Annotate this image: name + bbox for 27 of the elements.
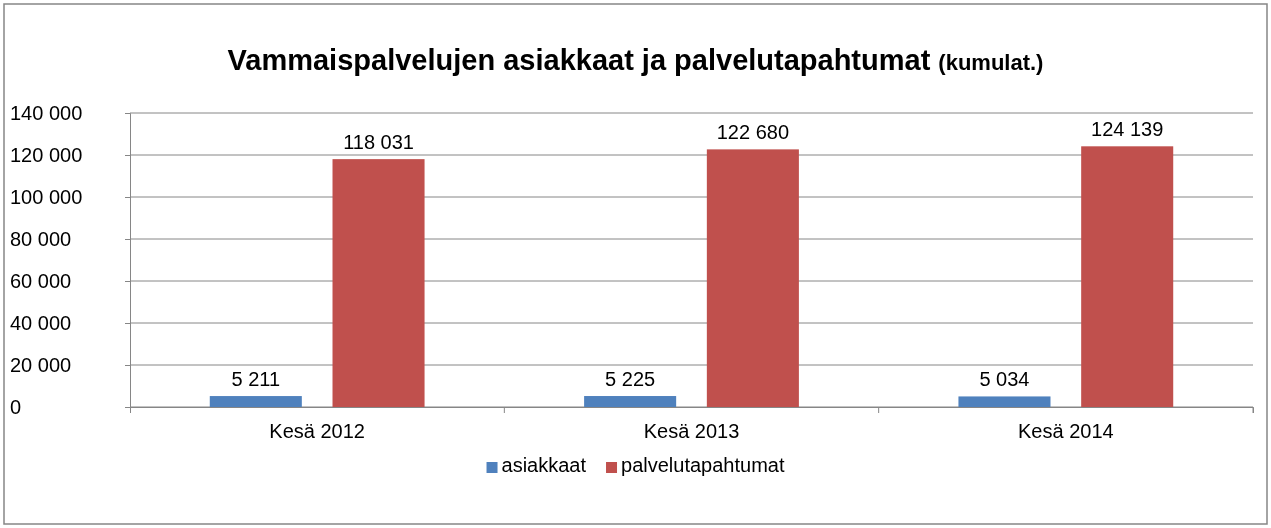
y-tick-label: 120 000: [10, 143, 83, 166]
y-tick-label: 60 000: [10, 269, 72, 292]
bar: [958, 396, 1051, 407]
bar: [584, 396, 677, 407]
legend-label: palvelutapahtumat: [621, 454, 785, 476]
bar: [706, 149, 799, 407]
data-label: 5 034: [979, 368, 1030, 391]
chart-title: Vammaispalvelujen asiakkaat ja palvelutapahtumat: [227, 44, 931, 76]
data-label: 5 211: [231, 368, 281, 391]
bar: [1081, 146, 1174, 407]
data-label: 122 680: [716, 121, 790, 144]
y-tick-label: 80 000: [10, 227, 72, 250]
data-label: 124 139: [1091, 118, 1164, 141]
y-tick-label: 100 000: [10, 185, 83, 208]
y-tick-label: 0: [10, 395, 22, 418]
bar: [209, 396, 302, 407]
bar: [332, 159, 425, 407]
x-tick-label: Kesä 2012: [269, 420, 365, 442]
data-label: 118 031: [343, 131, 414, 154]
x-tick-label: Kesä 2013: [643, 420, 740, 442]
y-tick-label: 40 000: [10, 311, 72, 334]
chart-subtitle: (kumulat.): [938, 50, 1044, 75]
y-tick-label: 20 000: [10, 353, 72, 376]
x-tick-label: Kesä 2014: [1018, 420, 1114, 442]
y-tick-label: 140 000: [10, 101, 83, 124]
legend-label: asiakkaat: [501, 454, 587, 476]
data-label: 5 225: [605, 368, 656, 391]
